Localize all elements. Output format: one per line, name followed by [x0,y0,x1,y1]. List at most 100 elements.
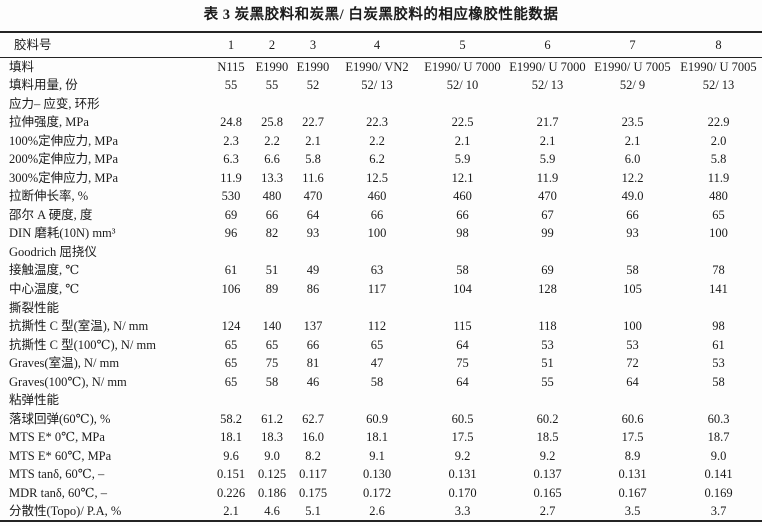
value-cell: 6.0 [624,152,641,167]
value-cell: 66 [456,207,469,222]
value-cell: N115 [217,59,245,74]
value-cell: 5.9 [539,152,556,167]
value-cell: 115 [453,319,472,334]
table-row: MDR tanδ, 60℃, – 0.226 0.186 0.175 0.172 0.17… [0,484,762,503]
value-cell: 49 [306,263,320,278]
value-cell [334,391,420,410]
value-cell: 18.1 [366,430,388,445]
header-column-number: 1 [227,37,235,52]
value-cell [210,243,252,262]
value-cell: 93 [306,226,320,241]
value-cell: 60.2 [536,411,559,426]
value-cell: 55 [541,374,554,389]
value-cell: 12.1 [451,170,474,185]
value-cell: 18.7 [707,430,730,445]
value-cell: E1990 [255,59,289,74]
value-cell: 75 [265,356,279,371]
header-column-number: 2 [268,37,276,52]
value-cell: 52 [306,77,320,92]
table-row: 拉断伸长率, % 530 480 470 460 460 470 49.0 480 [0,187,762,206]
value-cell: 66 [306,337,320,352]
value-cell: 13.3 [261,170,283,185]
value-cell: 0.167 [618,485,647,500]
value-cell: 0.131 [618,467,647,482]
section-row: Goodrich 屈挠仪 [0,243,762,262]
value-cell: 18.3 [261,430,283,445]
value-cell: 5.8 [305,152,321,167]
row-label: 200%定伸应力, MPa [9,152,119,167]
value-cell [675,391,762,410]
row-label: 拉断伸长率, % [9,189,89,204]
value-cell [420,94,505,113]
row-label: 分散性(Topo)/ P.A, % [9,504,122,519]
value-cell: 52/ 10 [446,77,479,92]
value-cell: 128 [538,281,557,296]
value-cell: E1990/ U 7000 [509,59,586,74]
value-cell: 60.3 [707,411,730,426]
value-cell: 104 [453,281,472,296]
table-row: 接触温度, ℃ 61 51 49 63 58 69 58 78 [0,261,762,280]
value-cell: 49.0 [621,189,644,204]
row-label: Graves(100℃), N/ mm [9,374,127,389]
table-row: 邵尔 A 硬度, 度 69 66 64 66 66 67 66 65 [0,206,762,225]
value-cell: 61 [224,263,238,278]
value-cell: 86 [306,281,320,296]
value-cell: 11.6 [302,170,324,185]
value-cell: 66 [370,207,384,222]
value-cell [334,299,420,318]
row-label: DIN 磨耗(10N) mm³ [9,226,116,241]
value-cell: 58 [265,374,279,389]
value-cell: 2.1 [539,133,556,148]
value-cell: 2.6 [369,504,385,519]
header-column-number: 6 [544,37,551,52]
value-cell: 65 [712,207,725,222]
value-cell: 98 [456,226,469,241]
value-cell: 2.2 [369,133,385,148]
section-label: 应力– 应变, 环形 [9,96,100,111]
value-cell: 72 [626,356,639,371]
value-cell: 0.165 [533,485,562,500]
value-cell: 52/ 13 [702,77,735,92]
value-cell: 62.7 [302,411,324,426]
value-cell: 0.137 [533,467,562,482]
table-row: DIN 磨耗(10N) mm³ 96 82 93 100 98 99 93 100 [0,224,762,243]
value-cell: 67 [541,207,554,222]
value-cell: 55 [224,77,238,92]
value-cell [292,299,334,318]
value-cell: 96 [224,226,238,241]
value-cell: 112 [367,319,387,334]
section-row: 撕裂性能 [0,299,762,318]
value-cell [292,243,334,262]
value-cell: 69 [541,263,554,278]
value-cell: 66 [626,207,639,222]
value-cell: 480 [262,189,282,204]
value-cell: 0.125 [257,467,287,482]
value-cell: 24.8 [220,115,242,130]
value-cell [334,243,420,262]
value-cell: 17.5 [621,430,644,445]
row-label: 抗撕性 C 型(100℃), N/ mm [9,337,156,352]
table-body: 填料 N115 E1990 E1990 E1990/ VN2 E1990/ U 7000 E… [0,57,762,521]
value-cell: 3.3 [454,504,471,519]
value-cell: 6.3 [223,152,239,167]
section-row: 应力– 应变, 环形 [0,94,762,113]
value-cell: 52/ 9 [619,77,646,92]
value-cell: 2.0 [710,133,727,148]
value-cell [420,299,505,318]
value-cell: 0.170 [448,485,477,500]
table-row: MTS tanδ, 60℃, – 0.151 0.125 0.117 0.130 0.13… [0,465,762,484]
header-column-number: 8 [715,37,722,52]
value-cell: 64 [626,374,639,389]
value-cell: 17.5 [451,430,474,445]
value-cell: 9.2 [454,448,471,463]
table-row: 300%定伸应力, MPa 11.9 13.3 11.6 12.5 12.1 11.9 12.… [0,169,762,188]
section-label: 撕裂性能 [9,300,60,315]
value-cell: 9.1 [369,448,385,463]
value-cell: 65 [265,337,279,352]
value-cell: 93 [626,226,639,241]
value-cell: 18.1 [220,430,242,445]
value-cell: 137 [303,319,323,334]
value-cell [252,243,292,262]
value-cell [210,299,252,318]
header-column-number: 3 [309,37,317,52]
